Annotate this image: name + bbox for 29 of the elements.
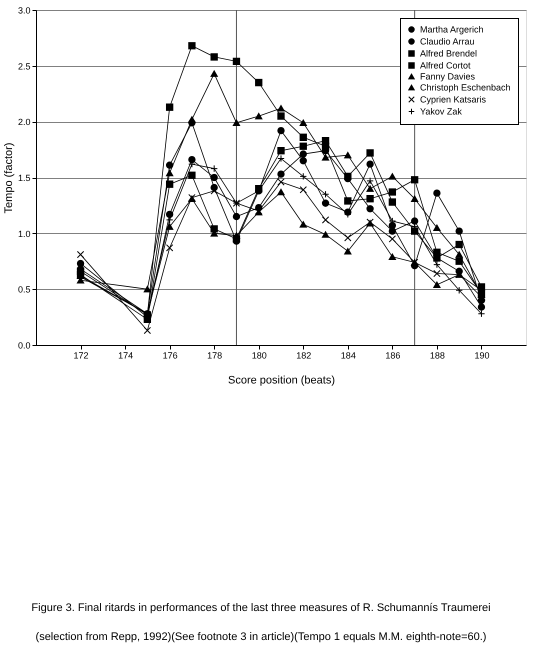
x-tick-label: 180 [252, 350, 267, 360]
legend-label: Christoph Eschenbach [420, 82, 511, 92]
x-tick-label: 188 [430, 350, 445, 360]
x-tick-label: 182 [296, 350, 312, 360]
x-tick-label: 172 [74, 350, 89, 360]
text: (selection from Repp, 1992)(See footnote 3 in article)(Tempo 1 equals M.M. eighth-note=60.) [36, 631, 486, 643]
y-tick-label: 3.0 [18, 6, 30, 16]
x-tick-label: 184 [340, 350, 356, 360]
legend-label: Cyprien Katsaris [420, 94, 487, 104]
x-tick-label: 186 [385, 350, 400, 360]
legend-label: Yakov Zak [420, 106, 462, 116]
y-tick-label: 1.0 [18, 228, 30, 239]
y-tick-label: 2.5 [18, 61, 30, 72]
x-tick-label: 190 [474, 350, 490, 360]
legend-label: Martha Argerich [420, 24, 484, 34]
legend-label: Claudio Arrau [420, 36, 475, 46]
y-tick-label: 0.5 [18, 284, 30, 295]
caption: Figure 3. Final ritards in performances of the last three measures of R. Schumannís Traumerei [31, 602, 491, 614]
y-tick-label: 0.0 [18, 340, 30, 350]
y-tick-label: 1.5 [18, 173, 30, 183]
x-tick-label: 176 [162, 350, 178, 360]
legend-label: Alfred Cortot [420, 60, 472, 70]
x-tick-label: 174 [118, 350, 134, 360]
y-tick-label: 2.0 [18, 117, 30, 128]
x-tick-label: 178 [207, 350, 222, 360]
legend-label: Fanny Davies [420, 72, 476, 82]
x-axis-title: Score position (beats) [228, 374, 335, 386]
legend-label: Alfred Brendel [420, 48, 478, 58]
y-axis-title: Tempo (factor) [2, 142, 15, 214]
